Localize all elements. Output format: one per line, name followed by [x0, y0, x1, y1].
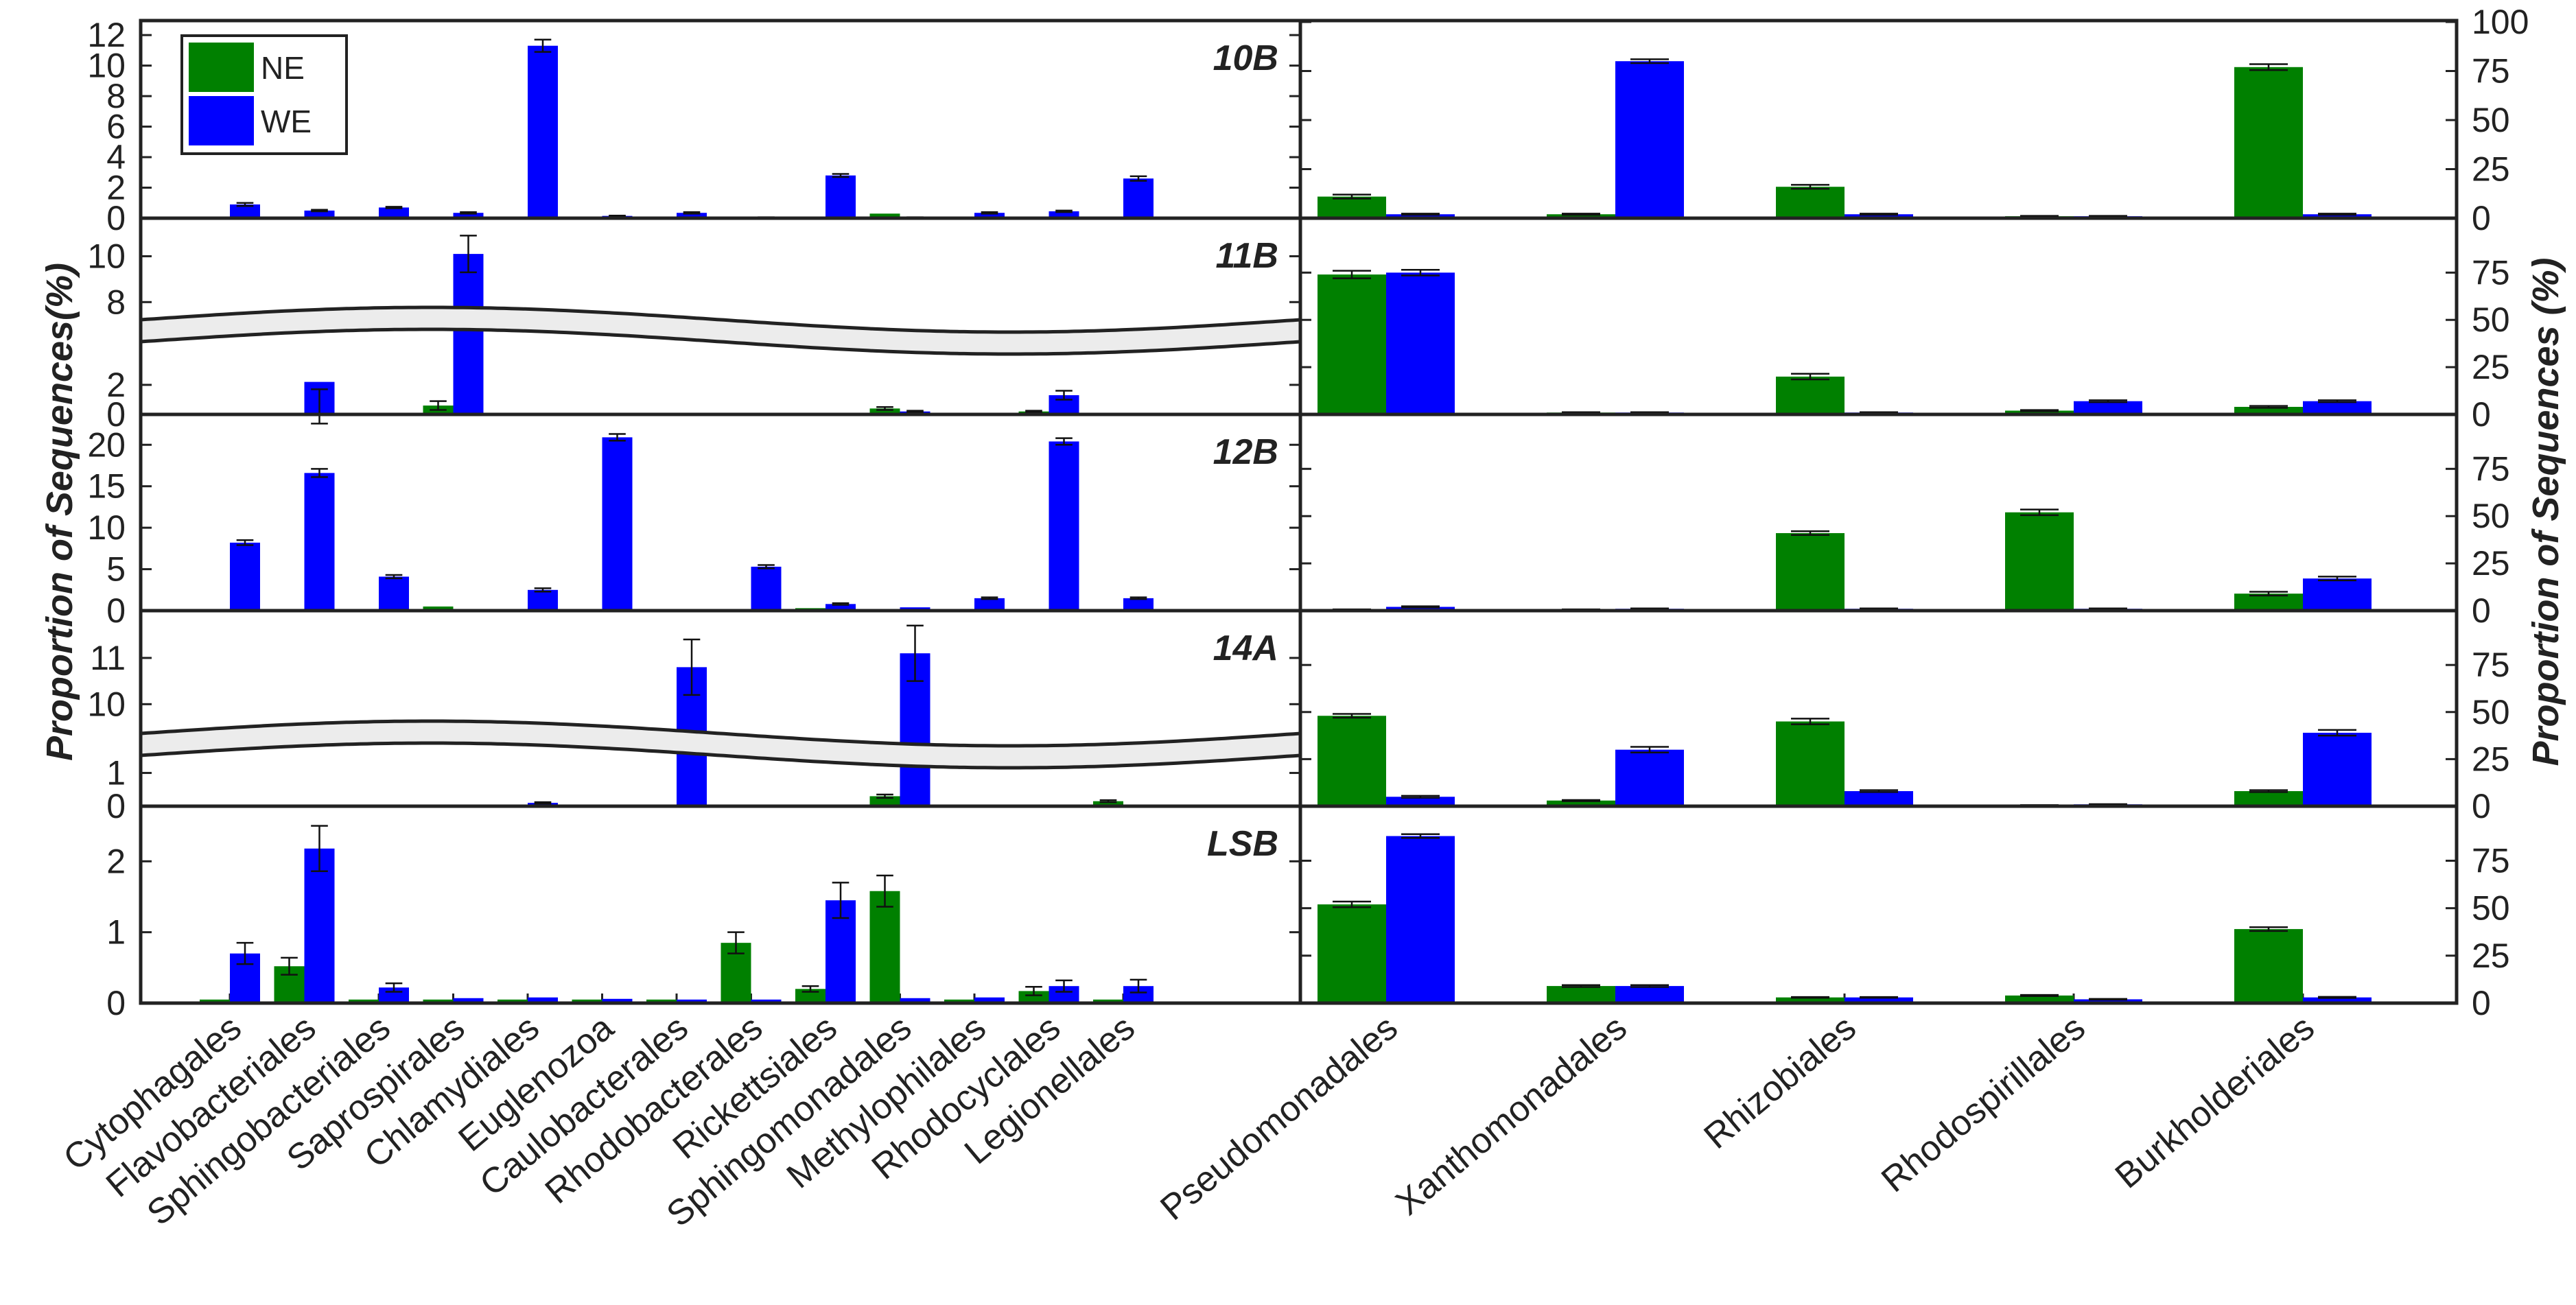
panel-label-12B: 12B	[1213, 432, 1278, 472]
bar-left-10B-WE-8	[826, 176, 856, 218]
bar-right-10B-WE-1	[1615, 61, 1684, 218]
bar-left-11B-WE-3	[454, 254, 484, 414]
ytick-label-left-14A-2: 10	[87, 685, 126, 723]
bar-right-14A-WE-4	[2303, 733, 2372, 806]
bar-right-12B-WE-4	[2303, 578, 2372, 611]
bar-right-10B-NE-0	[1318, 197, 1386, 218]
bar-left-12B-WE-4	[528, 590, 558, 611]
bar-right-11B-WE-3	[2074, 401, 2142, 414]
ytick-label-right-LSB-3: 75	[2472, 842, 2510, 880]
frame-right-12B	[1300, 414, 2457, 611]
ytick-label-right-10B-3: 75	[2472, 52, 2510, 91]
bar-right-LSB-NE-1	[1547, 986, 1615, 1003]
ytick-label-left-12B-4: 20	[87, 425, 126, 464]
bar-right-11B-WE-0	[1386, 272, 1455, 414]
ytick-label-left-12B-1: 5	[106, 550, 126, 589]
ytick-label-right-10B-4: 100	[2472, 3, 2529, 41]
bar-right-LSB-WE-1	[1615, 986, 1684, 1003]
xtick-label-right-1: Xanthomonadales	[1388, 1008, 1634, 1223]
frame-right-14A	[1300, 611, 2457, 806]
panel-label-10B: 10B	[1213, 38, 1278, 78]
ytick-label-right-12B-3: 75	[2472, 449, 2510, 488]
ytick-label-left-12B-0: 0	[106, 591, 126, 630]
bar-right-10B-NE-2	[1776, 187, 1845, 218]
bar-left-12B-WE-11	[1049, 441, 1079, 611]
ytick-label-right-12B-0: 0	[2472, 591, 2491, 630]
bar-right-14A-WE-1	[1615, 750, 1684, 806]
bar-left-10B-WE-12	[1123, 178, 1154, 218]
ytick-label-left-11B-3: 10	[87, 237, 126, 275]
bar-left-12B-WE-0	[230, 543, 260, 611]
frame-left-14A	[141, 611, 1300, 806]
ytick-label-left-14A-3: 11	[90, 639, 126, 677]
bar-left-12B-WE-5	[602, 437, 633, 611]
ytick-label-right-14A-3: 75	[2472, 646, 2510, 684]
ytick-label-right-14A-0: 0	[2472, 787, 2491, 825]
text-layer: 024681012025507510010B02810025507511B051…	[39, 3, 2566, 1234]
ytick-label-left-LSB-0: 0	[106, 984, 126, 1022]
legend-label-NE: NE	[261, 50, 305, 86]
ytick-label-left-14A-0: 0	[106, 787, 126, 825]
bar-right-LSB-NE-0	[1318, 904, 1386, 1003]
ytick-label-right-11B-0: 0	[2472, 395, 2491, 434]
bar-left-LSB-NE-9	[870, 891, 900, 1003]
ytick-label-left-11B-2: 8	[106, 283, 126, 321]
bar-left-10B-WE-4	[528, 46, 558, 218]
bar-left-12B-WE-2	[379, 576, 409, 611]
bar-right-LSB-WE-0	[1386, 836, 1455, 1003]
bar-right-11B-NE-0	[1318, 274, 1386, 414]
ytick-label-left-LSB-2: 2	[106, 842, 126, 880]
bar-left-12B-WE-7	[751, 567, 782, 611]
xtick-label-right-3: Rhodospirillales	[1874, 1008, 2092, 1200]
right-y-axis-title: Proportion of Sequences (%)	[2525, 257, 2566, 766]
ytick-label-left-10B-6: 12	[87, 16, 126, 54]
bar-right-12B-NE-3	[2005, 513, 2074, 611]
ytick-label-right-LSB-1: 25	[2472, 937, 2510, 975]
bar-right-14A-NE-0	[1318, 716, 1386, 806]
ytick-label-left-14A-1: 1	[106, 754, 126, 792]
ytick-label-right-10B-1: 25	[2472, 150, 2510, 189]
bar-right-11B-WE-4	[2303, 401, 2372, 414]
panel-label-11B: 11B	[1215, 236, 1278, 276]
ytick-label-right-10B-0: 0	[2472, 199, 2491, 237]
bars-layer	[200, 40, 2372, 1003]
ytick-label-right-12B-2: 50	[2472, 497, 2510, 535]
bar-right-14A-WE-2	[1845, 791, 1913, 806]
ytick-label-right-10B-2: 50	[2472, 101, 2510, 139]
legend-label-WE: WE	[261, 104, 312, 139]
bar-left-12B-WE-10	[974, 598, 1005, 611]
ytick-label-right-11B-3: 75	[2472, 253, 2510, 292]
bar-right-10B-NE-4	[2234, 67, 2303, 218]
frame-right-11B	[1300, 218, 2457, 414]
bar-left-12B-WE-1	[305, 473, 335, 611]
bar-right-LSB-NE-4	[2234, 929, 2303, 1003]
bar-left-12B-WE-12	[1123, 598, 1154, 611]
ytick-label-right-LSB-0: 0	[2472, 984, 2491, 1022]
xtick-label-right-0: Pseudomonadales	[1153, 1008, 1405, 1228]
ytick-label-right-LSB-2: 50	[2472, 889, 2510, 928]
ytick-label-right-14A-1: 25	[2472, 740, 2510, 778]
ytick-label-right-14A-2: 50	[2472, 693, 2510, 731]
bar-right-12B-NE-2	[1776, 533, 1845, 611]
bar-right-14A-NE-2	[1776, 722, 1845, 807]
legend-swatch-NE	[189, 43, 254, 92]
ytick-label-left-11B-1: 2	[106, 366, 126, 404]
panel-label-LSB: LSB	[1207, 824, 1278, 864]
xtick-label-right-4: Burkholderiales	[2108, 1008, 2322, 1197]
legend-swatch-WE	[189, 96, 254, 145]
bar-right-14A-NE-4	[2234, 791, 2303, 806]
left-y-axis-title: Proportion of Sequences(%)	[39, 263, 80, 761]
frames-layer	[141, 21, 2457, 1003]
ytick-label-left-12B-3: 15	[87, 467, 126, 506]
xtick-label-right-2: Rhizobiales	[1697, 1008, 1864, 1157]
ytick-label-left-12B-2: 10	[87, 508, 126, 547]
panel-label-14A: 14A	[1213, 628, 1278, 668]
ytick-label-left-LSB-1: 1	[106, 913, 126, 952]
ytick-label-right-11B-2: 50	[2472, 301, 2510, 339]
bar-right-11B-NE-2	[1776, 377, 1845, 414]
ytick-label-right-12B-1: 25	[2472, 544, 2510, 583]
ytick-label-right-11B-1: 25	[2472, 348, 2510, 386]
